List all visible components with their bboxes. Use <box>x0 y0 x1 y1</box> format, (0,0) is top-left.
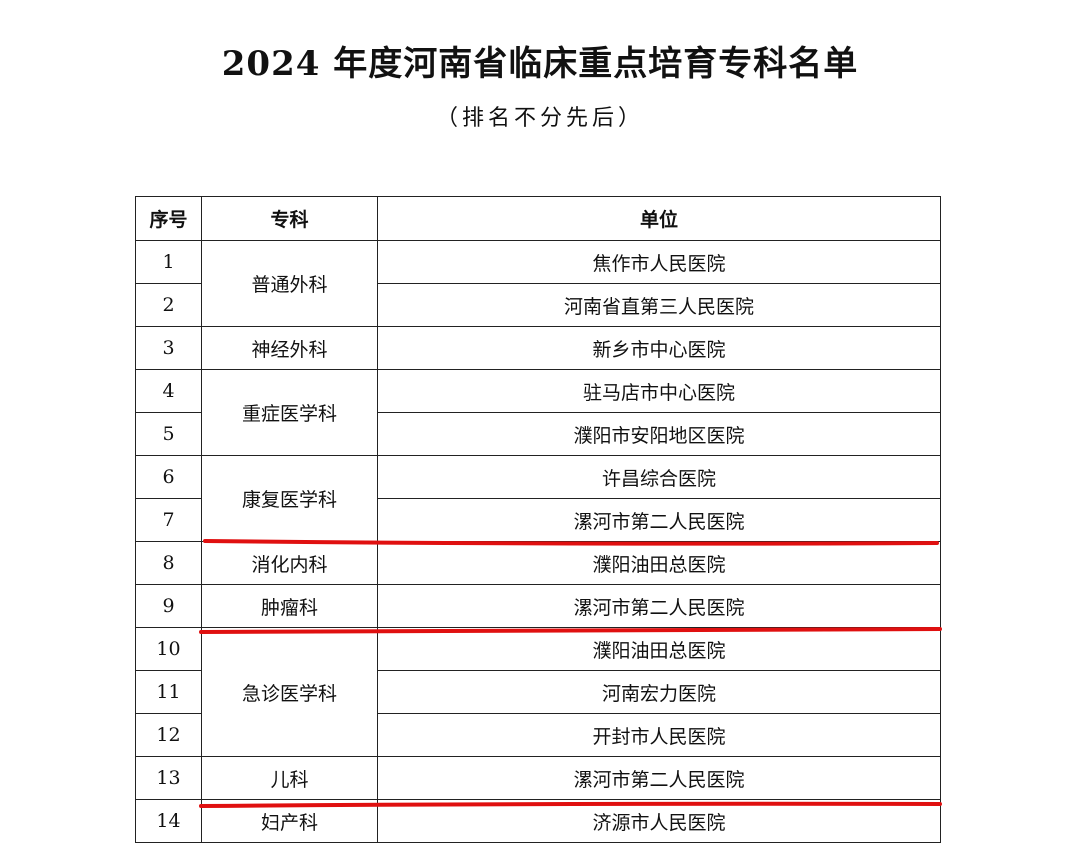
specialty-table: 序号 专科 单位 1 普通外科 焦作市人民医院 2 河南省直第三人民医院 3 神经外科 新乡市… <box>135 196 941 843</box>
unit-cell: 濮阳油田总医院 <box>377 627 941 671</box>
unit-cell: 濮阳油田总医院 <box>377 541 941 585</box>
red-underline-row-9 <box>199 627 942 634</box>
table-row: 9 肿瘤科 漯河市第二人民医院 <box>135 584 941 628</box>
row-number: 11 <box>135 670 202 714</box>
unit-cell: 焦作市人民医院 <box>377 240 941 284</box>
red-underline-row-13 <box>199 801 942 808</box>
unit-cell: 新乡市中心医院 <box>377 326 941 370</box>
red-underline-row-7 <box>203 539 939 546</box>
unit-cell: 濮阳市安阳地区医院 <box>377 412 941 456</box>
unit-cell: 许昌综合医院 <box>377 455 941 499</box>
row-number: 5 <box>135 412 202 456</box>
table-row: 6 康复医学科 许昌综合医院 <box>135 455 941 542</box>
unit-cell: 漯河市第二人民医院 <box>377 756 941 800</box>
specialty-cell: 康复医学科 <box>201 455 378 542</box>
unit-cell: 驻马店市中心医院 <box>377 369 941 413</box>
row-number: 9 <box>135 584 202 628</box>
row-number: 13 <box>135 756 202 800</box>
specialty-cell: 重症医学科 <box>201 369 378 456</box>
specialty-cell: 急诊医学科 <box>201 627 378 757</box>
row-number: 2 <box>135 283 202 327</box>
document-subtitle: （排名不分先后） <box>435 106 644 131</box>
table-row: 8 消化内科 濮阳油田总医院 <box>135 541 941 585</box>
row-number: 7 <box>135 498 202 542</box>
row-number: 3 <box>135 326 202 370</box>
table-row: 1 普通外科 焦作市人民医院 <box>135 240 941 327</box>
header-unit: 单位 <box>377 196 941 241</box>
specialty-cell: 肿瘤科 <box>201 584 378 628</box>
table-row: 13 儿科 漯河市第二人民医院 <box>135 756 941 800</box>
unit-cell: 漯河市第二人民医院 <box>377 584 941 628</box>
row-number: 14 <box>135 799 202 843</box>
header-no: 序号 <box>135 196 202 241</box>
table-row: 11 河南宏力医院 <box>135 670 941 714</box>
table-row: 7 漯河市第二人民医院 <box>135 498 941 542</box>
unit-cell: 河南省直第三人民医院 <box>377 283 941 327</box>
table-row: 2 河南省直第三人民医院 <box>135 283 941 327</box>
table-row: 5 濮阳市安阳地区医院 <box>135 412 941 456</box>
unit-cell: 河南宏力医院 <box>377 670 941 714</box>
table-row: 10 急诊医学科 濮阳油田总医院 <box>135 627 941 757</box>
document-title: 2024 年度河南省临床重点培育专科名单 <box>221 44 859 84</box>
specialty-cell: 神经外科 <box>201 326 378 370</box>
table-row: 3 神经外科 新乡市中心医院 <box>135 326 941 370</box>
table-row: 14 妇产科 济源市人民医院 <box>135 799 941 843</box>
table-header-row: 序号 专科 单位 <box>135 196 941 241</box>
row-number: 10 <box>135 627 202 671</box>
table-row: 4 重症医学科 驻马店市中心医院 <box>135 369 941 456</box>
